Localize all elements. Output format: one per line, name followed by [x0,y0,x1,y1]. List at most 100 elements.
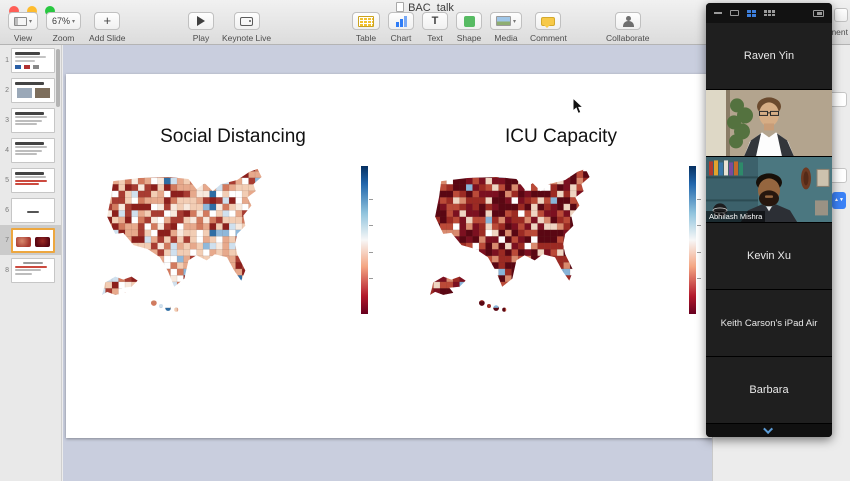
chart-button-item: Chart [388,12,414,43]
add-slide-button[interactable]: + [94,12,121,30]
thumb-line [15,123,37,125]
thumb-photos [15,87,51,98]
photo-mark [16,87,32,98]
slide-thumbnail-7[interactable] [11,227,55,253]
map-title-social-distancing[interactable]: Social Distancing [160,126,306,147]
slide-canvas-area[interactable]: Social Distancing ICU Capacity [63,45,850,481]
us-county-map-social-distancing[interactable] [99,164,351,316]
keynote-live-button[interactable] [233,12,260,30]
sidebar-stepper[interactable]: ▲▼ [832,192,846,209]
view-icon [14,16,27,26]
close-window-icon[interactable] [9,6,19,16]
shape-button[interactable] [456,12,482,30]
participant-name-label: Abhilash Mishra [706,211,766,223]
play-button-item: Play [188,12,214,43]
text-button[interactable]: T [422,12,448,30]
scroll-more-strip [706,424,832,437]
photo-icon [496,16,511,26]
zoom-button[interactable]: 67% ▾ [46,12,82,30]
icu-capacity-map-row [418,164,704,316]
shape-button-item: Shape [456,12,482,43]
colorbar-tick [696,278,701,280]
text-icon: T [431,15,439,27]
video-feed-man-glasses-plant [706,89,832,156]
chart-button[interactable] [388,12,414,30]
thumb-line [15,112,44,115]
collaborate-button[interactable] [614,12,641,30]
add-slide-button-item: + Add Slide [89,12,125,43]
thumb-logos [15,64,51,69]
colorbar-tick [368,251,373,253]
slide-number: 1 [5,56,9,64]
thumb-line [15,116,47,118]
zoom-panel-header [706,3,832,23]
document-inspector-button[interactable] [834,8,848,22]
comment-button[interactable] [535,12,562,30]
toolbar-group-insert: Table Chart T Text Shape ▾ Media Comment [352,12,567,43]
play-button[interactable] [188,12,214,30]
colorbar-icu-capacity [688,166,701,314]
slide-thumbnail-5[interactable] [11,167,55,193]
slide-thumbnail-8[interactable] [11,257,55,283]
thumb-line [15,183,39,185]
collaborate-button-label: Collaborate [606,33,650,43]
toolbar-group-play: Play Keynote Live [188,12,271,43]
gallery-view-icon[interactable] [747,9,756,17]
scrollbar-thumb[interactable] [56,49,60,107]
display-icon [240,16,254,26]
slide-number: 4 [5,146,9,154]
person-icon [622,15,634,27]
chevron-down-icon: ▾ [29,18,33,25]
table-button[interactable] [352,12,380,30]
thumb-line [15,56,46,58]
thumb-line [15,146,47,148]
slide-thumbnail-2[interactable] [11,77,55,103]
us-county-map-icu-capacity[interactable] [427,164,679,316]
document-inspector-button-partial: ment [828,8,848,40]
grid-view-icon[interactable] [764,10,775,16]
thumb-line [15,82,44,85]
thumb-line [15,142,44,145]
participant-tile-abhilash-mishra[interactable]: Abhilash Mishra [706,156,832,224]
shape-button-label: Shape [456,33,482,43]
social-distancing-map-row [90,164,376,316]
scroll-down-chevron-icon[interactable] [762,424,773,435]
slide-number: 5 [5,176,9,184]
play-button-label: Play [192,33,210,43]
participant-tile-barbara[interactable]: Barbara [706,357,832,424]
media-button[interactable]: ▾ [490,12,523,30]
zoom-participants-panel: Raven Yin [706,3,832,437]
map-title-icu-capacity[interactable]: ICU Capacity [505,126,617,147]
pip-icon[interactable] [813,9,824,17]
slide[interactable]: Social Distancing ICU Capacity [66,74,712,438]
participant-tile-keith-carson-s-ipad-air[interactable]: Keith Carson's iPad Air [706,290,832,358]
participant-tile-kevin-xu[interactable]: Kevin Xu [706,223,832,291]
thumb-line [15,119,43,122]
mini-map-red [16,236,31,247]
fullscreen-window-icon[interactable] [45,6,55,16]
window-title: BAC_talk [0,2,850,14]
view-button-item: ▾ View [8,12,39,43]
colorbar-tick [368,225,373,227]
zoom-button-label: Zoom [52,33,75,43]
slide-thumbnail-4[interactable] [11,137,55,163]
participant-tile-man-glasses-plant[interactable] [706,89,832,157]
speaker-view-icon[interactable] [730,10,739,16]
thumb-line [15,149,43,152]
thumb-line [15,52,41,55]
slide-row-3: 3 [0,105,61,135]
minimize-icon[interactable] [714,12,722,14]
icu-capacity-block: ICU Capacity [418,126,704,316]
bar-chart-icon [395,15,407,27]
minimize-window-icon[interactable] [27,6,37,16]
chevron-down-icon: ▾ [72,18,76,25]
participant-tile-raven-yin[interactable]: Raven Yin [706,23,832,90]
document-file-icon [396,2,405,12]
comment-button-label: Comment [530,33,567,43]
colorbar-tick [696,251,701,253]
slide-thumbnail-1[interactable] [11,47,55,73]
view-button[interactable]: ▾ [8,12,39,30]
slide-thumbnail-6[interactable] [11,197,55,223]
slide-thumbnail-3[interactable] [11,107,55,133]
play-icon [197,16,205,26]
